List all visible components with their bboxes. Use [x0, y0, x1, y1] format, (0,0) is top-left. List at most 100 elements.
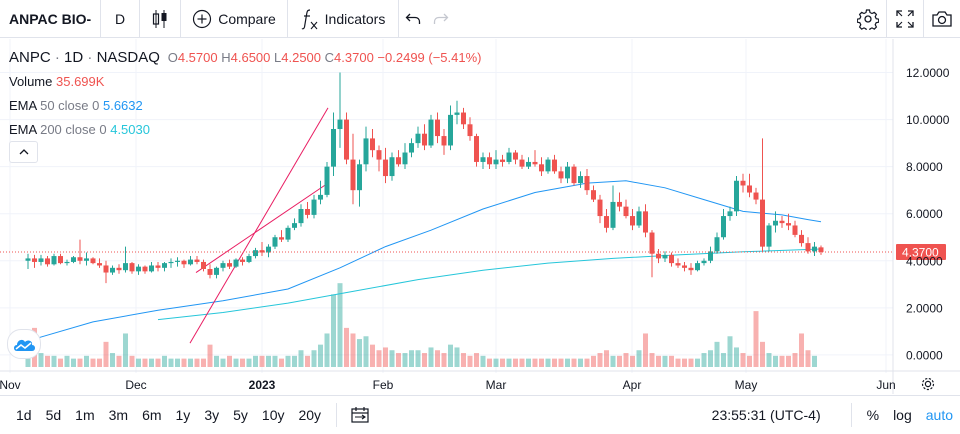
range-6m[interactable]: 6m — [142, 406, 162, 423]
volume-bar — [162, 355, 167, 367]
candle-body — [318, 194, 323, 200]
time-axis-gear-icon[interactable] — [921, 377, 935, 391]
legend-series-row: ANPC · 1D · NASDAQ O4.5700 H4.6500 L4.25… — [9, 46, 482, 70]
candle-body — [45, 258, 50, 265]
volume-bar — [578, 358, 583, 367]
x-tick-label: May — [735, 378, 758, 392]
candle-body — [129, 263, 135, 272]
open-value: 4.5700 — [177, 50, 218, 65]
volume-bar — [779, 355, 785, 367]
candle-body — [376, 150, 382, 160]
candle-body — [682, 265, 687, 268]
candle-body — [402, 152, 408, 165]
range-10y[interactable]: 10y — [261, 406, 285, 423]
volume-bar — [396, 353, 401, 367]
high-label: H — [221, 50, 231, 65]
candle-body — [116, 267, 122, 271]
volume-bar — [97, 358, 102, 367]
candle-body — [643, 211, 648, 233]
legend-separator: · — [87, 49, 97, 66]
candle-body — [90, 258, 96, 264]
candle-body — [597, 199, 603, 217]
indicators-button[interactable]: Indicators — [288, 0, 398, 38]
auto-scale-toggle[interactable]: auto — [925, 407, 953, 423]
range-1m[interactable]: 1m — [75, 406, 95, 423]
fullscreen-button[interactable] — [887, 0, 923, 38]
range-3y[interactable]: 3y — [204, 406, 220, 423]
ema200-label: EMA — [9, 122, 37, 137]
candle-body — [753, 192, 759, 200]
settings-button[interactable] — [850, 0, 886, 38]
candle-body — [675, 263, 681, 266]
volume-bar — [45, 355, 50, 367]
low-value: 4.2500 — [281, 50, 322, 65]
volume-bar — [506, 358, 512, 367]
candle-body — [71, 257, 76, 262]
volume-bar — [558, 358, 564, 367]
candle-body — [656, 253, 661, 259]
candle-body — [747, 185, 752, 193]
range-3m[interactable]: 3m — [108, 406, 129, 423]
candle-body — [396, 157, 401, 165]
volume-bar — [220, 358, 226, 367]
price-chart[interactable]: 4.3700 12.0000 10.0000 8.0000 6.0000 4.0000 2.… — [0, 39, 960, 394]
log-scale-toggle[interactable]: log — [893, 407, 912, 423]
volume-bar — [760, 341, 765, 367]
candle-body — [155, 265, 161, 268]
redo-button[interactable] — [427, 0, 455, 38]
candle-body — [571, 166, 577, 184]
candle-body — [480, 157, 486, 162]
camera-icon — [932, 11, 952, 27]
candle-body — [513, 152, 518, 160]
symbol-search[interactable]: ANPAC BIO- — [9, 10, 92, 27]
x-tick-label: Apr — [623, 378, 642, 392]
tradingview-logo[interactable] — [7, 329, 41, 359]
candle-body — [773, 220, 778, 226]
range-1y[interactable]: 1y — [175, 406, 191, 423]
candle-body — [506, 152, 512, 162]
volume-bar — [110, 353, 115, 367]
chart-type-button[interactable] — [140, 0, 180, 38]
range-1d[interactable]: 1d — [16, 406, 32, 423]
volume-bar — [597, 353, 603, 367]
volume-bar — [272, 355, 278, 367]
volume-bar — [285, 355, 291, 367]
candle-body — [779, 220, 785, 224]
chevron-up-icon — [19, 149, 28, 155]
clock-timezone[interactable]: 23:55:31 (UTC-4) — [711, 407, 821, 423]
fx-icon — [301, 8, 318, 29]
range-5d[interactable]: 5d — [45, 406, 62, 423]
candle-body — [532, 161, 538, 165]
range-5y[interactable]: 5y — [233, 406, 248, 423]
candle-body — [435, 119, 440, 137]
volume-bar — [337, 283, 343, 367]
range-20y[interactable]: 20y — [298, 406, 322, 423]
trendline-upper — [189, 107, 329, 344]
candle-body — [350, 159, 356, 191]
volume-bar — [480, 355, 486, 367]
candle-body — [331, 129, 336, 167]
close-label: C — [324, 50, 335, 65]
candle-body — [604, 216, 609, 228]
candle-body — [32, 258, 37, 262]
chart-legend: ANPC · 1D · NASDAQ O4.5700 H4.6500 L4.25… — [9, 46, 482, 142]
candle-body — [298, 209, 304, 224]
candle-body — [558, 171, 564, 179]
percent-scale-toggle[interactable]: % — [866, 407, 880, 423]
volume-bar — [708, 350, 713, 367]
candle-body — [500, 159, 505, 162]
screenshot-button[interactable] — [924, 0, 960, 38]
low-label: L — [274, 50, 282, 65]
interval-button[interactable]: D — [114, 10, 126, 27]
compare-button[interactable]: Compare — [181, 0, 287, 38]
volume-bar — [402, 353, 408, 367]
x-tick-label: Feb — [373, 378, 394, 392]
candle-body — [337, 119, 343, 129]
ema50-label: EMA — [9, 98, 37, 113]
candle-body — [454, 112, 460, 115]
candle-body — [305, 209, 310, 215]
legend-collapse-button[interactable] — [9, 141, 38, 163]
undo-button[interactable] — [399, 0, 427, 38]
volume-bar — [155, 358, 161, 367]
go-to-date-button[interactable] — [345, 406, 375, 423]
